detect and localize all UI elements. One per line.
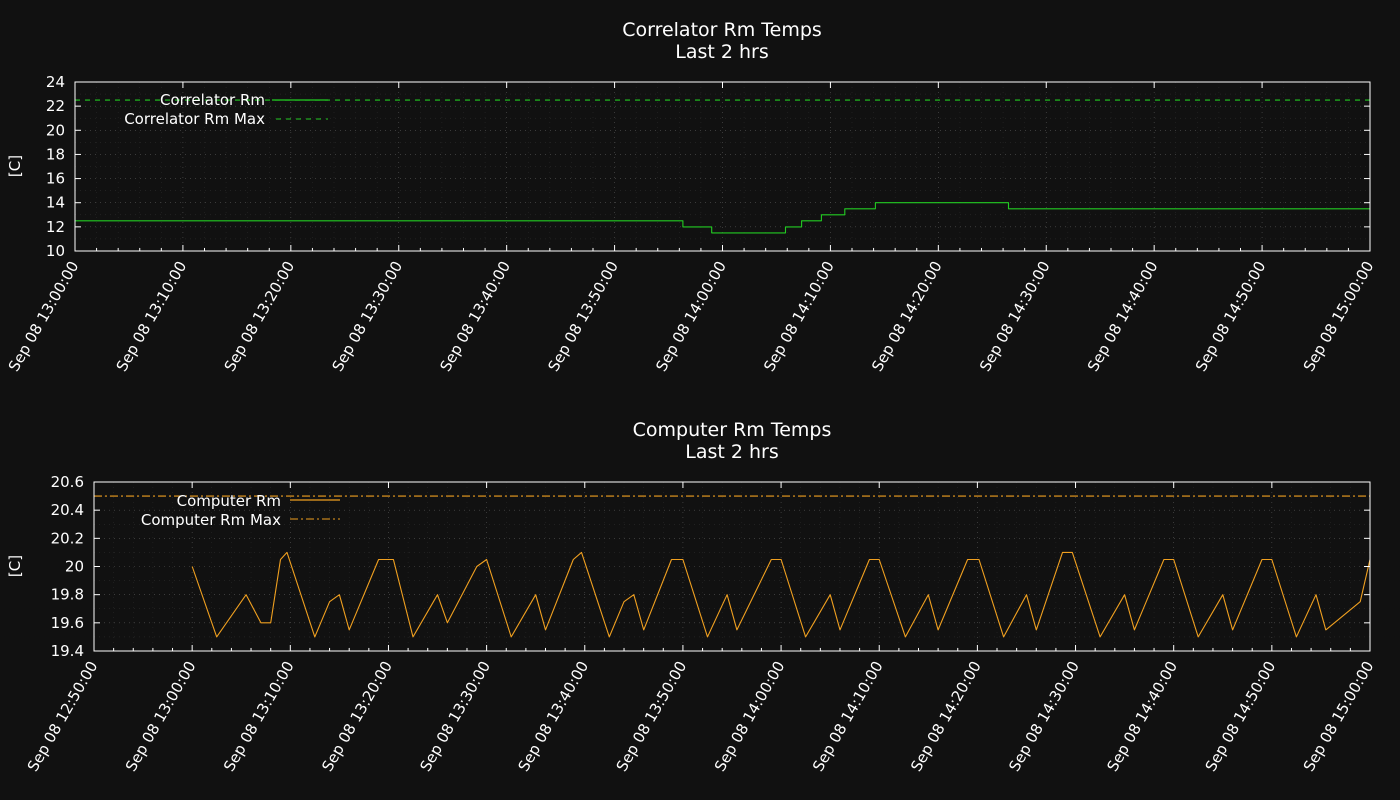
x-tick-label: Sep 08 14:30:00 [976,258,1054,375]
legend-label-correlator-rm-max: Correlator Rm Max [124,110,265,128]
legend-label-correlator-rm: Correlator Rm [160,91,265,109]
correlator-chart: Correlator Rm Temps Last 2 hrs [C] 10 12 1… [5,19,1378,375]
y-tick-label: 20 [46,121,65,139]
x-tick-label: Sep 08 14:10:00 [760,258,838,375]
y-tick-label: 19.8 [51,586,84,604]
series-line-correlator-rm [75,202,1370,234]
legend-label-computer-rm: Computer Rm [177,492,281,510]
x-tick-label: Sep 08 13:20:00 [318,658,396,775]
x-tick-label: Sep 08 13:40:00 [436,258,514,375]
y-tick-label: 19.4 [51,642,84,660]
x-tick-label: Sep 08 13:50:00 [544,258,622,375]
y-tick-label: 20.6 [51,473,84,491]
series-line-computer-rm [191,551,1371,638]
grid [94,482,1370,651]
x-tick-label: Sep 08 13:00:00 [5,258,83,375]
x-tick-label: Sep 08 15:00:00 [1300,258,1378,375]
x-tick-label: Sep 08 14:20:00 [907,658,985,775]
y-axis-label: [C] [6,555,24,577]
y-tick-label: 20.4 [51,501,84,519]
x-tick-label: Sep 08 13:50:00 [613,658,691,775]
chart-title: Correlator Rm Temps [622,19,822,41]
x-tick-label: Sep 08 14:50:00 [1192,258,1270,375]
y-axis-label: [C] [6,155,24,177]
y-tick-label: 19.6 [51,614,84,632]
x-tick-label: Sep 08 14:50:00 [1202,658,1280,775]
x-tick-label: Sep 08 13:40:00 [515,658,593,775]
x-tick-label: Sep 08 13:10:00 [220,658,298,775]
y-tick-label: 24 [46,73,65,91]
x-tick-label: Sep 08 13:30:00 [416,658,494,775]
legend: Computer Rm Computer Rm Max [141,492,340,529]
legend: Correlator Rm Correlator Rm Max [124,91,328,128]
x-tick-label: Sep 08 13:10:00 [113,258,191,375]
x-tick-label: Sep 08 14:00:00 [711,658,789,775]
chart-title: Computer Rm Temps [633,419,832,441]
y-tick-label: 14 [46,194,65,212]
x-tick-label: Sep 08 13:00:00 [122,658,200,775]
y-tick-label: 16 [46,170,65,188]
series-group [75,99,1370,234]
y-tick-label: 10 [46,242,65,260]
x-tick-label: Sep 08 13:30:00 [328,258,406,375]
plot-frame [93,481,1371,652]
x-tick-label: Sep 08 14:20:00 [868,258,946,375]
x-tick-label: Sep 08 14:30:00 [1005,658,1083,775]
y-tick-label: 22 [46,97,65,115]
legend-label-computer-rm-max: Computer Rm Max [141,511,281,529]
chart-subtitle: Last 2 hrs [675,41,769,63]
y-tick-label: 12 [46,218,65,236]
x-tick-label: Sep 08 13:20:00 [221,258,299,375]
series-group [94,495,1371,638]
x-tick-label: Sep 08 14:00:00 [652,258,730,375]
x-tick-label: Sep 08 14:40:00 [1103,658,1181,775]
chart-subtitle: Last 2 hrs [685,441,779,463]
computer-chart: Computer Rm Temps Last 2 hrs [C] 19.4 19.… [6,419,1377,775]
x-tick-label: Sep 08 12:50:00 [24,658,102,775]
x-tick-label: Sep 08 15:00:00 [1300,658,1378,775]
y-tick-label: 20.2 [51,529,84,547]
grid [75,82,1370,251]
x-tick-label: Sep 08 14:40:00 [1084,258,1162,375]
x-tick-label: Sep 08 14:10:00 [809,658,887,775]
y-tick-label: 20 [65,558,84,576]
y-tick-label: 18 [46,145,65,163]
